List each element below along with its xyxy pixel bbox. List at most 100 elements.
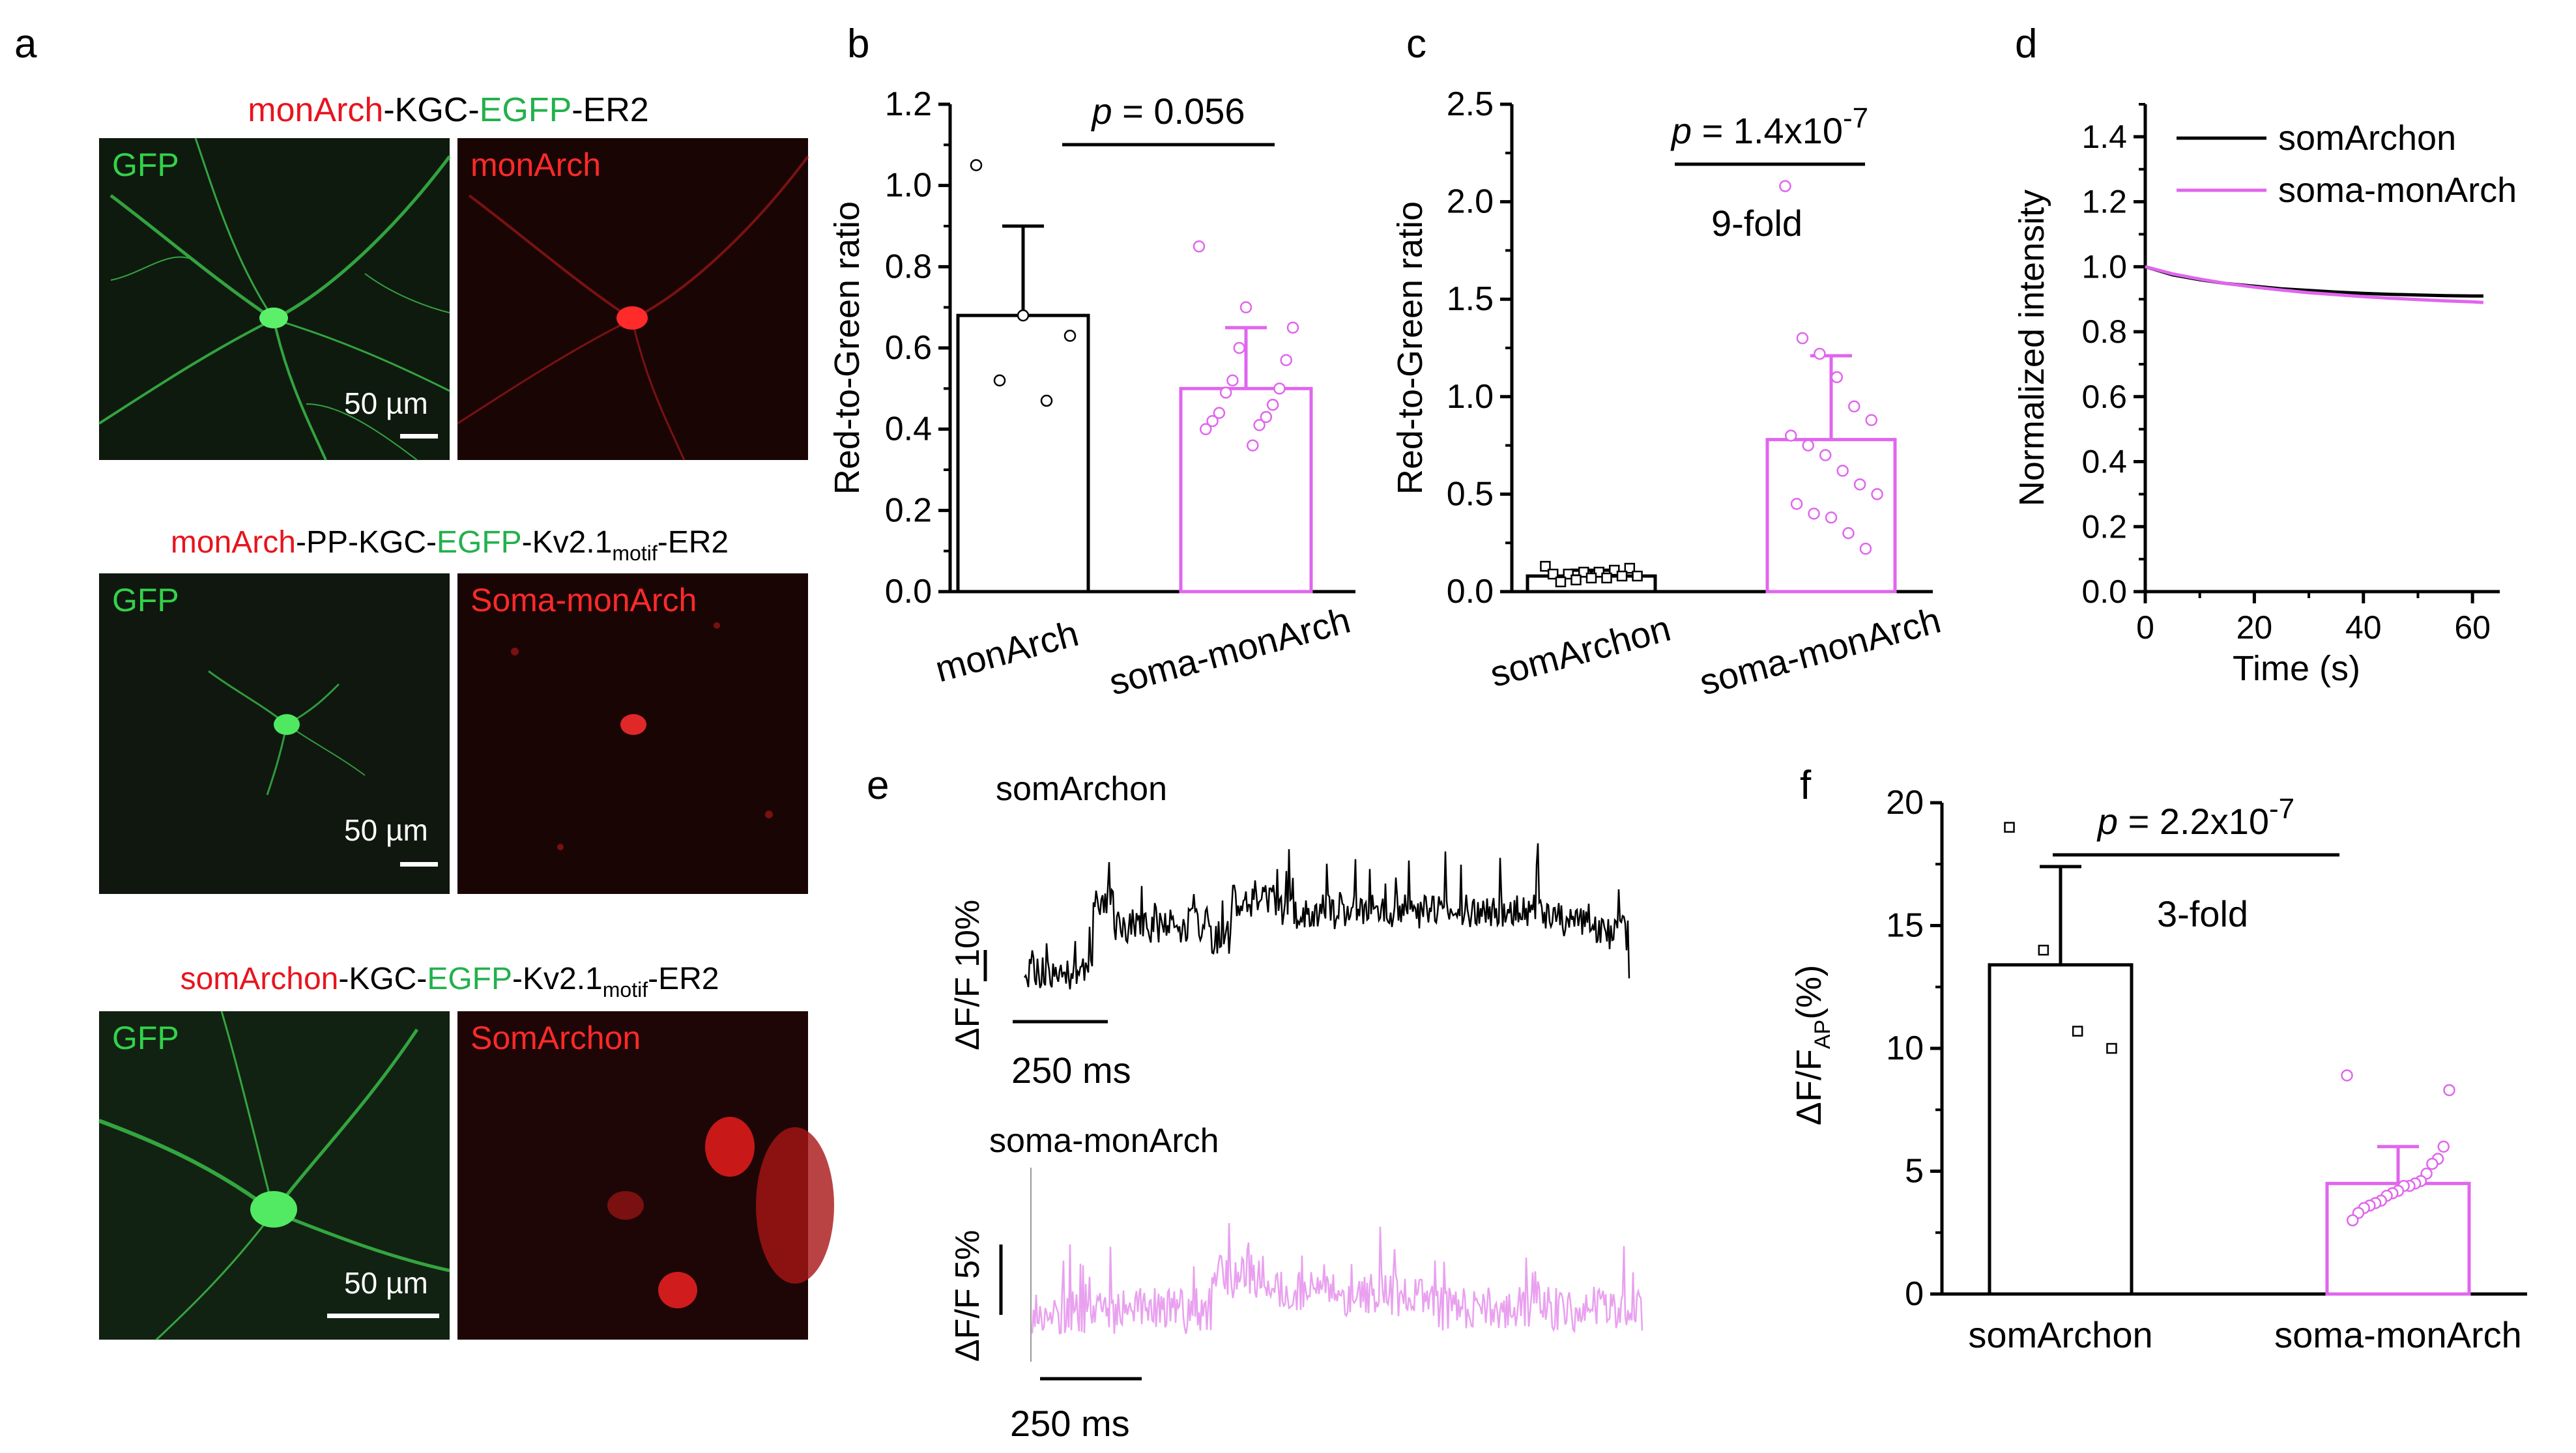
chart-b: 0.0 0.2 0.4 0.6 0.8 1.0 1.2 Red-to-Green ratio m…	[828, 85, 1355, 703]
data-point	[1233, 341, 1245, 354]
scalebar-label-row1: 50 µm	[344, 386, 428, 420]
gfp-label-row3: GFP	[112, 1020, 179, 1056]
y-axis-label-part: (%)	[1789, 965, 1829, 1020]
p-symbol: p	[1670, 110, 1692, 151]
p-value: p = 1.4x10-7	[1670, 102, 1868, 151]
micrograph-red-row3: SomArchon	[457, 1011, 834, 1340]
row2-title-part: -ER2	[658, 525, 729, 560]
p-number: = 1.4x10	[1692, 110, 1843, 151]
y-tick-label: 10	[1886, 1029, 1924, 1067]
legend-label-soma-monArch: soma-monArch	[2278, 171, 2517, 210]
y-tick-label: 2.0	[1447, 183, 1494, 221]
p-number: = 0.056	[1112, 91, 1245, 132]
data-point	[1578, 566, 1589, 578]
y-tick-label: 2.5	[1447, 85, 1494, 123]
y-tick-label: 0.5	[1447, 475, 1494, 513]
p-value: p = 0.056	[1090, 91, 1245, 132]
scalebar-label-row3: 50 µm	[344, 1266, 428, 1300]
row3-title-part: EGFP	[427, 962, 512, 996]
y-tick-label: 20	[1886, 784, 1924, 822]
data-point	[1260, 410, 1273, 424]
panel-d: d 0.0 0.2 0.4 0.6 0.8 1.0 1.2 1.4 0 20 40 60 Time (s…	[2012, 22, 2517, 688]
panel-a-row2-title: monArch-PP-KGC-EGFP-Kv2.1motif-ER2	[171, 525, 729, 565]
x-tick-label: somArchon	[1968, 1314, 2152, 1355]
x-tick-label: soma-monArch	[1695, 599, 1945, 703]
data-point	[1779, 180, 1791, 192]
panel-e: e somArchon ΔF/F 10% 250 ms soma-monArch…	[867, 763, 1643, 1444]
scale-y-label-soma-monarch: ΔF/F 5%	[949, 1230, 987, 1362]
panel-letter-f: f	[1800, 763, 1812, 808]
data-point	[1286, 321, 1299, 334]
data-point	[1040, 394, 1053, 407]
data-point	[1819, 449, 1832, 461]
micrograph-red-row1: monArch	[457, 138, 809, 461]
y-tick-label: 0.0	[885, 573, 932, 611]
data-point	[1790, 498, 1803, 510]
data-point	[2341, 1069, 2353, 1082]
data-point	[1064, 330, 1077, 342]
data-point	[1601, 572, 1612, 584]
data-point	[1814, 347, 1826, 360]
data-point	[1017, 309, 1030, 322]
data-point	[1266, 399, 1279, 411]
data-point	[1609, 564, 1620, 576]
row2-title-part: monArch	[171, 525, 296, 560]
micrograph-red-row2: Soma-monArch	[457, 573, 808, 894]
scalebar-x-soma-monarch: 250 ms	[1010, 1377, 1142, 1444]
data-point	[1802, 439, 1814, 452]
x-axis-label: Time (s)	[2233, 649, 2360, 688]
data-point	[2004, 822, 2015, 833]
micrograph-gfp-row3: GFP 50 µm	[98, 1011, 450, 1341]
p-exponent: -7	[2269, 793, 2294, 825]
y-tick-label: 5	[1905, 1153, 1924, 1190]
y-tick-label: 0.4	[885, 410, 932, 448]
data-point	[1555, 576, 1567, 588]
data-point	[2426, 1157, 2439, 1170]
y-tick-label: 1.0	[885, 167, 932, 205]
bar-soma-monArch	[1179, 386, 1313, 594]
row3-title-part: -ER2	[648, 962, 719, 996]
panel-a-row1-title: monArch-KGC-EGFP-ER2	[248, 91, 648, 129]
somarchon-label-row3: SomArchon	[470, 1020, 641, 1056]
data-point	[1616, 570, 1628, 582]
data-point	[1848, 400, 1860, 413]
gfp-label-row2: GFP	[112, 582, 179, 618]
y-tick-label: 0.2	[2081, 508, 2127, 545]
data-point	[2038, 944, 2049, 956]
scalebar-x-somarchon: 250 ms	[1011, 1020, 1131, 1091]
chart-d: 0.0 0.2 0.4 0.6 0.8 1.0 1.2 1.4 0 20 40 60 Time (s) N…	[2012, 103, 2517, 688]
data-point	[1253, 419, 1266, 431]
p-value: p = 2.2x10-7	[2096, 793, 2294, 842]
row2-title-part: -PP-KGC-	[296, 525, 437, 560]
y-tick-label: 15	[1886, 907, 1924, 945]
panel-c: c 0.0 0.5 1.0 1.5 2.0 2.5 Red-to-Green ratio so…	[1391, 22, 1945, 703]
y-axis-label: Normalized intensity	[2012, 190, 2051, 506]
x-tick-label: soma-monArch	[1105, 599, 1354, 703]
panel-letter-b: b	[847, 22, 869, 66]
row1-title-part: monArch	[248, 91, 383, 129]
panel-f: f 0 5 10 15 20 ΔF/FAP(%) somArchon soma-monArch…	[1789, 763, 2527, 1355]
micrograph-gfp-row2: GFP 50 µm	[99, 573, 450, 894]
data-point	[2443, 1084, 2455, 1097]
trace-label-soma-monarch: soma-monArch	[989, 1122, 1219, 1160]
y-tick-label: 1.0	[2081, 248, 2127, 285]
data-point	[1226, 374, 1239, 387]
data-point	[1785, 429, 1797, 442]
row2-title-part: motif	[612, 541, 657, 565]
x-tick-label: soma-monArch	[2274, 1314, 2522, 1355]
x-tick-label: 0	[2136, 609, 2154, 646]
scalebar-row2	[400, 862, 438, 867]
row3-title-part: -Kv2.1	[512, 962, 603, 996]
data-point	[1632, 570, 1643, 582]
series-line-soma-monArch	[2145, 265, 2484, 304]
y-tick-label: 0.6	[885, 329, 932, 367]
y-tick-label: 0.8	[2081, 313, 2127, 350]
data-point	[2437, 1140, 2450, 1153]
x-tick-label: somArchon	[1486, 607, 1675, 695]
y-tick-label: 0.0	[2081, 573, 2127, 610]
y-axis-label: ΔF/FAP(%)	[1789, 965, 1835, 1125]
y-tick-label: 0	[1905, 1275, 1924, 1313]
trace-label-somarchon: somArchon	[996, 770, 1167, 808]
y-tick-label: 0.6	[2081, 379, 2127, 415]
panel-letter-e: e	[867, 763, 889, 808]
